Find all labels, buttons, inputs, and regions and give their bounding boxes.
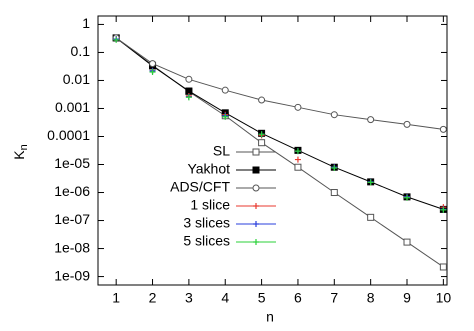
y-tick-label: 1e-07	[54, 211, 90, 227]
x-tick-label: 7	[330, 290, 338, 306]
marker	[294, 163, 302, 171]
marker	[439, 263, 447, 271]
y-axis-label-main: K	[11, 150, 27, 160]
y-axis-label: Kn	[11, 144, 30, 159]
marker	[294, 156, 301, 163]
legend-marker	[252, 184, 260, 192]
marker	[331, 165, 338, 172]
x-tick-label: 1	[112, 290, 120, 306]
y-tick-label: 1e-06	[54, 183, 90, 199]
plot-frame	[97, 15, 448, 286]
series-line	[115, 37, 444, 268]
x-tick-label: 10	[436, 290, 452, 306]
marker	[258, 96, 266, 104]
y-tick-label: 1e-09	[54, 267, 90, 283]
x-tick-label: 3	[185, 290, 193, 306]
y-tick-label: 1e-05	[54, 155, 90, 171]
legend-label: 3 slices	[183, 215, 230, 231]
series-line	[115, 37, 444, 130]
marker	[294, 103, 302, 111]
y-tick-label: 0.1	[71, 43, 91, 59]
x-axis-label: n	[266, 309, 274, 325]
marker	[258, 131, 265, 138]
marker	[185, 75, 193, 83]
y-tick-label: 0.01	[63, 71, 90, 87]
x-tick-label: 6	[294, 290, 302, 306]
marker	[149, 69, 156, 76]
y-tick-label: 1	[82, 15, 90, 31]
legend-marker	[253, 203, 259, 209]
marker	[403, 120, 411, 128]
marker	[294, 148, 301, 155]
legend-marker	[253, 239, 259, 245]
y-tick-label: 0.001	[55, 99, 90, 115]
y-tick-label: 0.0001	[47, 127, 90, 143]
x-tick-label: 8	[367, 290, 375, 306]
legend-label: 5 slices	[183, 233, 230, 249]
y-tick-label: 1e-08	[54, 239, 90, 255]
marker	[367, 116, 375, 124]
marker	[404, 194, 411, 201]
marker	[221, 86, 229, 94]
marker	[330, 111, 338, 119]
legend-marker	[252, 166, 260, 174]
marker	[149, 60, 157, 68]
marker	[367, 179, 374, 186]
marker	[258, 139, 266, 147]
legend-marker	[252, 148, 260, 156]
marker	[113, 36, 120, 43]
legend-label: Yakhot	[187, 161, 230, 177]
legend-label: ADS/CFT	[170, 179, 230, 195]
x-tick-label: 4	[221, 290, 229, 306]
marker	[403, 238, 411, 246]
marker	[440, 206, 447, 213]
x-tick-label: 5	[258, 290, 266, 306]
legend-marker	[253, 221, 259, 227]
y-axis-label-sub: n	[18, 144, 30, 150]
marker	[330, 189, 338, 197]
legend-label: SL	[213, 143, 230, 159]
series-line	[115, 37, 444, 210]
marker	[185, 94, 192, 101]
x-tick-label: 9	[403, 290, 411, 306]
x-tick-label: 2	[149, 290, 157, 306]
marker	[222, 113, 229, 120]
legend-label: 1 slice	[190, 197, 230, 213]
marker	[367, 213, 375, 221]
marker	[439, 125, 447, 133]
